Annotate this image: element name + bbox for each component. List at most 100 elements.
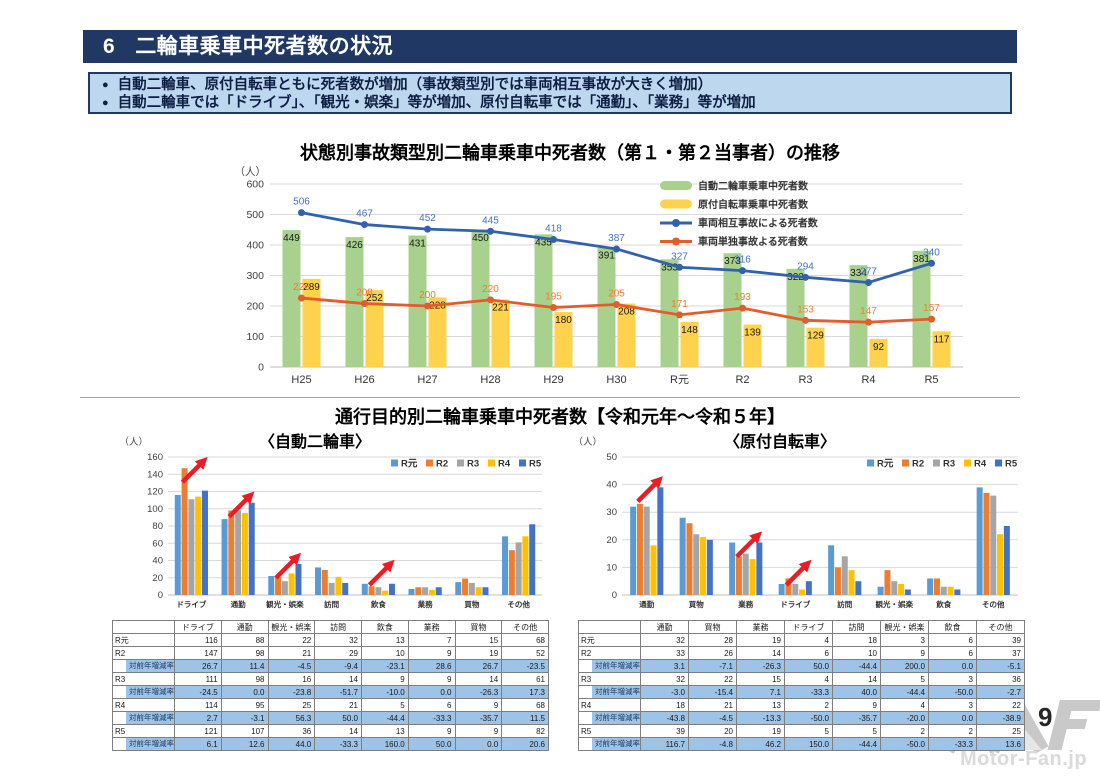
- purpose-section-title: 通行目的別二輪車乗車中死者数【令和元年～令和５年】: [335, 407, 785, 427]
- table-cell: 7.1: [736, 685, 785, 699]
- table-cell: 25: [976, 724, 1025, 738]
- row-label-cell: R5: [578, 724, 641, 738]
- point-value-label: 467: [356, 209, 373, 220]
- table-cell: -51.7: [314, 685, 362, 699]
- bar: [228, 510, 235, 595]
- y-tick-label: 100: [246, 331, 264, 343]
- table-cell: 5: [880, 672, 929, 686]
- legend-swatch: [426, 459, 433, 467]
- bar: [221, 519, 228, 595]
- table-header-cell: 観光・娯楽: [880, 620, 929, 634]
- table-row: 対前年増減率 2.7 -3.1 56.3 50.0 -44.4 -33.3 -35.7 11.5: [112, 711, 549, 725]
- table-cell: 0.0: [220, 685, 269, 699]
- table-cell: 3: [928, 698, 977, 712]
- bar: [884, 570, 891, 595]
- bar: [475, 587, 482, 595]
- bar: [248, 502, 255, 595]
- table-cell: -44.4: [832, 737, 881, 751]
- y-tick-label: 400: [246, 240, 264, 252]
- table-cell: 15: [454, 633, 503, 647]
- table-row: R元 116 88 22 32 13 7 15 68: [112, 633, 549, 647]
- line-point: [550, 304, 557, 312]
- table-cell: 9: [407, 724, 456, 738]
- bar: [408, 588, 415, 595]
- bar-value-label: 289: [303, 282, 320, 293]
- table-cell: 14: [736, 646, 785, 660]
- line-point: [487, 227, 494, 235]
- table-header-row: ドライブ 通勤 観光・娯楽 訪問 飲食 業務 買物 その他: [112, 620, 549, 634]
- table-cell: 56.3: [267, 711, 316, 725]
- bar: [848, 570, 855, 595]
- table-cell: -35.7: [832, 711, 881, 725]
- table-cell: -20.0: [880, 711, 929, 725]
- table-cell: 61: [501, 672, 549, 686]
- legend-label: 車両相互事故による死者数: [698, 217, 819, 230]
- table-cell: 50.0: [314, 711, 362, 725]
- table-cell: 13: [361, 724, 409, 738]
- table-header-cell: ドライブ: [784, 620, 833, 634]
- legend-label: R元: [877, 459, 894, 470]
- y-tick-label: 0: [258, 362, 264, 374]
- table-cell: -24.5: [174, 685, 222, 699]
- page-title: 6 二輪車乗車中死者数の状況: [83, 30, 1017, 63]
- table-cell: 4: [784, 633, 833, 647]
- bar: [706, 539, 713, 595]
- increase-arrow-icon: [274, 552, 302, 580]
- table-cell: 98: [220, 672, 269, 686]
- chart-title: 〈原付自転車〉: [724, 432, 836, 451]
- table-cell: 10: [361, 646, 409, 660]
- x-tick-label: R3: [798, 374, 812, 386]
- table-row: 対前年増減率 -24.5 0.0 -23.8 -51.7 -10.0 0.0 -26.3 17.…: [112, 685, 549, 699]
- legend-label: R5: [1005, 459, 1018, 470]
- table-cell: -33.3: [314, 737, 362, 751]
- row-label-cell: R元: [578, 633, 641, 647]
- y-tick-label: 0: [612, 590, 617, 601]
- table-cell: 9: [361, 672, 409, 686]
- table-header-cell: その他: [501, 620, 549, 634]
- bar: [997, 534, 1004, 595]
- bar: [288, 573, 295, 595]
- x-tick-label: H30: [606, 374, 626, 386]
- legend-swatch: [660, 181, 692, 190]
- table-header-cell: 買物: [454, 620, 503, 634]
- legend-label: R4: [498, 459, 511, 470]
- bar: [315, 567, 322, 595]
- moped-chart: 〈原付自転車〉 0 10 20 30 40 50 （人） 通勤 買物 業務 ドライブ 訪問 観光・娯楽 飲食…: [573, 432, 1025, 617]
- y-tick-label: 80: [152, 521, 163, 532]
- point-value-label: 226: [293, 282, 310, 293]
- bar: [435, 587, 442, 595]
- y-tick-label: 300: [246, 270, 264, 282]
- line-point: [865, 279, 872, 287]
- point-value-label: 157: [923, 303, 940, 314]
- table-cell: -44.4: [880, 685, 929, 699]
- table-header-cell: 買物: [688, 620, 737, 634]
- line-point: [676, 311, 683, 319]
- x-tick-label: ドライブ: [780, 599, 810, 609]
- bar-value-label: 381: [913, 254, 930, 265]
- bar-value-label: 221: [492, 303, 509, 314]
- table-cell: 6: [928, 646, 977, 660]
- bar: [841, 556, 848, 595]
- summary-bullet-2: ● 自動二輪車では「ドライブ」、「観光・娯楽」等が増加、原付自転車では「通勤」、「…: [102, 94, 998, 112]
- table-cell: -13.3: [736, 711, 785, 725]
- bar: [241, 513, 248, 595]
- table-cell: 0.0: [928, 659, 977, 673]
- table-cell: 147: [174, 646, 222, 660]
- table-cell: 36: [976, 672, 1025, 686]
- table-cell: 0.0: [454, 737, 503, 751]
- bar-value-label: 391: [598, 251, 615, 262]
- point-value-label: 506: [293, 197, 310, 208]
- table-row: R4 114 95 25 21 5 6 9 68: [112, 698, 549, 712]
- table-cell: 2: [784, 698, 833, 712]
- table-row: R2 147 98 21 29 10 9 19 52: [112, 646, 549, 660]
- bar: [195, 496, 202, 595]
- x-tick-label: R元: [670, 374, 689, 386]
- x-tick-label: 業務: [737, 599, 753, 609]
- table-row: 対前年増減率 -3.0 -15.4 7.1 -33.3 40.0 -44.4 -50.0 -2.…: [578, 685, 1025, 699]
- table-cell: 116: [174, 633, 222, 647]
- table-cell: 7: [407, 633, 456, 647]
- table-header-cell: 飲食: [928, 620, 977, 634]
- bar: [849, 265, 868, 367]
- bar: [365, 290, 384, 367]
- table-cell: 26.7: [174, 659, 222, 673]
